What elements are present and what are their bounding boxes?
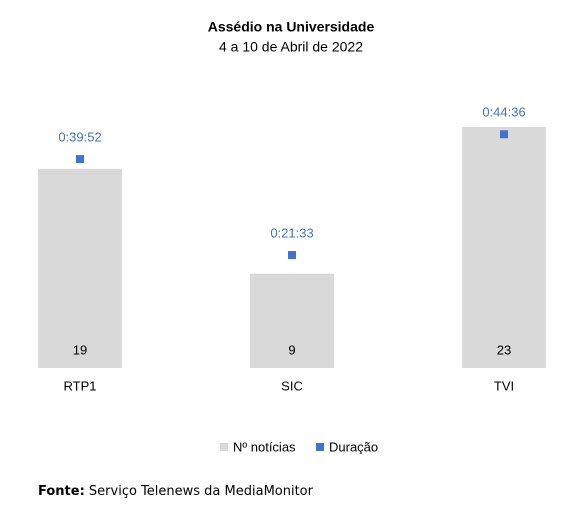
legend-label: Nº notícias [233,439,296,454]
legend-label: Duração [329,439,378,454]
x-tick-label: SIC [281,378,303,393]
marker-value-label: 0:39:52 [58,130,101,145]
source: Fonte: Serviço Telenews da MediaMonitor [38,484,314,499]
legend-swatch [316,443,324,451]
bar [462,126,546,369]
source-label: Fonte: [38,484,85,499]
marker [500,130,508,139]
bar-value-label: 9 [288,342,295,357]
x-tick-label: TVI [494,378,514,393]
marker-value-label: 0:21:33 [270,226,313,241]
x-tick-label: RTP1 [64,378,97,393]
chart-subtitle: 4 a 10 de Abril de 2022 [219,39,363,55]
legend-swatch [220,443,228,451]
bar-value-label: 19 [73,342,87,357]
bar [250,273,334,368]
marker-value-label: 0:44:36 [482,105,525,120]
bar-value-label: 23 [497,342,511,357]
chart-title: Assédio na Universidade [208,19,375,35]
marker [288,251,296,260]
source-text: Serviço Telenews da MediaMonitor [89,484,314,499]
bar [38,168,122,368]
marker [76,155,84,164]
